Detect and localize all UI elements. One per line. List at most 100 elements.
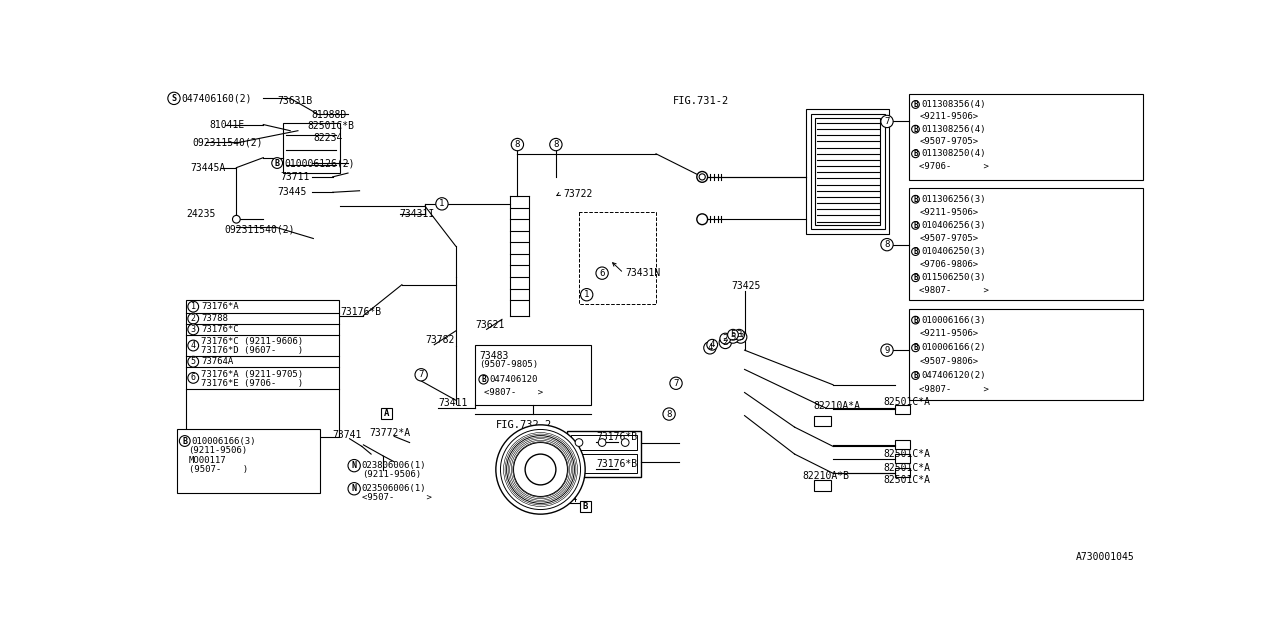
Text: 73445: 73445 [278, 188, 306, 197]
Text: B: B [913, 125, 918, 134]
Circle shape [911, 372, 919, 380]
Circle shape [911, 316, 919, 324]
Text: B: B [913, 247, 918, 256]
Text: <9507-9705>: <9507-9705> [919, 137, 978, 146]
Text: 9: 9 [884, 346, 890, 355]
Text: 047406160(2): 047406160(2) [180, 93, 251, 103]
Text: B: B [481, 375, 486, 384]
Text: (9507-    ): (9507- ) [188, 465, 248, 474]
Circle shape [911, 125, 919, 133]
Bar [571, 454, 636, 474]
Bar [895, 454, 910, 463]
Text: 023806006(1): 023806006(1) [362, 461, 426, 470]
Text: (9507-9805): (9507-9805) [479, 360, 538, 369]
Text: B: B [913, 343, 918, 353]
Circle shape [188, 301, 198, 312]
Text: 73411: 73411 [438, 398, 467, 408]
Circle shape [549, 138, 562, 150]
Circle shape [696, 172, 708, 182]
Text: 81988D: 81988D [311, 110, 347, 120]
Text: B: B [275, 159, 279, 168]
Text: 010006166(2): 010006166(2) [920, 343, 986, 353]
Text: 092311540(2): 092311540(2) [192, 137, 262, 147]
Circle shape [699, 174, 705, 180]
Circle shape [348, 460, 361, 472]
Text: B: B [913, 100, 918, 109]
Text: 011306256(3): 011306256(3) [920, 195, 986, 204]
Text: 73176*B: 73176*B [340, 307, 381, 317]
Text: 010006166(3): 010006166(3) [192, 436, 256, 445]
Text: 73483: 73483 [479, 351, 508, 360]
Circle shape [911, 150, 919, 157]
Bar [814, 480, 831, 491]
Text: 6: 6 [191, 373, 196, 382]
Circle shape [911, 195, 919, 203]
Text: 73176*A: 73176*A [201, 302, 238, 311]
Text: <9211-9506>: <9211-9506> [919, 113, 978, 122]
Text: 4: 4 [708, 343, 713, 353]
Text: 047406120: 047406120 [490, 375, 538, 384]
Text: <9807-    >: <9807- > [484, 388, 544, 397]
Circle shape [435, 198, 448, 210]
Circle shape [733, 330, 745, 340]
Text: MO00117: MO00117 [188, 456, 227, 465]
Text: 5: 5 [731, 333, 736, 342]
Text: 82501C*A: 82501C*A [883, 476, 931, 485]
Bar [187, 300, 339, 437]
Text: 6: 6 [599, 269, 604, 278]
Text: B: B [913, 195, 918, 204]
Circle shape [911, 100, 919, 108]
Circle shape [621, 438, 628, 447]
Circle shape [513, 442, 567, 497]
Text: 2: 2 [723, 338, 728, 347]
Bar [815, 118, 881, 225]
Text: 73782: 73782 [425, 335, 454, 345]
Text: <9706-      >: <9706- > [919, 162, 989, 171]
Circle shape [348, 483, 361, 495]
Text: 3: 3 [191, 325, 196, 334]
Text: 011308250(4): 011308250(4) [920, 149, 986, 158]
Text: 8: 8 [553, 140, 558, 149]
Text: 5: 5 [731, 330, 736, 339]
Text: 7: 7 [419, 371, 424, 380]
Text: 81041E: 81041E [210, 120, 244, 129]
Text: 8: 8 [515, 140, 520, 149]
Text: <9706-9806>: <9706-9806> [919, 260, 978, 269]
Circle shape [735, 331, 746, 343]
Circle shape [575, 438, 582, 447]
Text: 7: 7 [673, 379, 678, 388]
Bar [909, 309, 1143, 400]
Text: 011308356(4): 011308356(4) [920, 100, 986, 109]
Circle shape [511, 138, 524, 150]
Text: 8: 8 [884, 240, 890, 249]
Bar [177, 429, 320, 493]
Text: 73425: 73425 [731, 281, 760, 291]
Circle shape [596, 267, 608, 279]
Text: 7: 7 [884, 117, 890, 126]
Circle shape [911, 221, 919, 229]
Text: <9807-      >: <9807- > [919, 385, 989, 394]
Bar [810, 114, 884, 229]
Text: 2: 2 [723, 334, 728, 343]
Text: 011308256(4): 011308256(4) [920, 125, 986, 134]
Circle shape [719, 333, 731, 344]
Text: <9507-      >: <9507- > [362, 493, 431, 502]
Text: 73176*C (9211-9606): 73176*C (9211-9606) [201, 337, 303, 346]
Text: 3: 3 [736, 330, 742, 339]
Text: 73621: 73621 [475, 320, 504, 330]
Circle shape [911, 274, 919, 282]
Text: 73176*A (9211-9705): 73176*A (9211-9705) [201, 369, 303, 378]
Text: 82501C*A: 82501C*A [883, 397, 931, 407]
Bar [909, 188, 1143, 300]
Text: 73741: 73741 [333, 430, 362, 440]
Circle shape [911, 248, 919, 255]
Text: 73176*B: 73176*B [596, 459, 637, 469]
Bar [895, 468, 910, 477]
Text: FIG.731-2: FIG.731-2 [673, 97, 730, 106]
Text: 82210A*B: 82210A*B [803, 470, 850, 481]
Circle shape [415, 369, 428, 381]
Text: 73772*A: 73772*A [370, 428, 411, 438]
Text: 73424: 73424 [548, 494, 577, 504]
Text: 82501C*B: 82501C*B [307, 121, 355, 131]
Bar [381, 408, 392, 419]
